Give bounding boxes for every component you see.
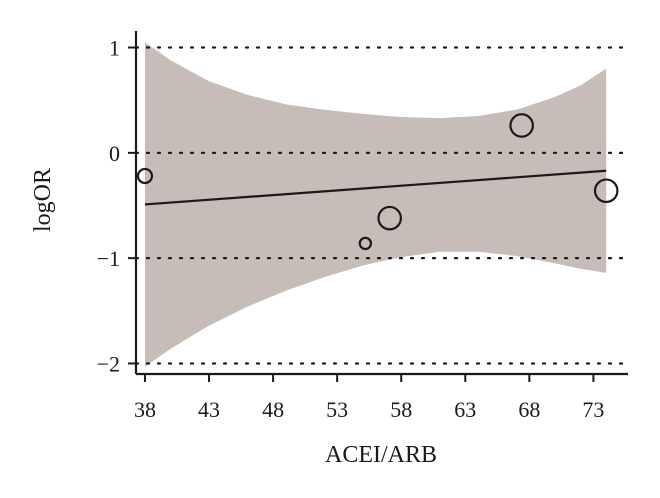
- x-tick-label: 58: [390, 397, 412, 422]
- confidence-band-layer: [145, 42, 607, 367]
- grid-layer: [134, 46, 630, 365]
- data-point: [509, 113, 534, 138]
- x-tick-label: 38: [134, 397, 156, 422]
- x-tick-label: 63: [454, 397, 476, 422]
- fit-line: [144, 169, 607, 206]
- x-tick-label: 48: [262, 397, 284, 422]
- data-point: [377, 205, 402, 231]
- x-tick-label: 73: [582, 397, 604, 422]
- y-tick-layer: 1 0 −1 −2: [97, 36, 136, 376]
- y-axis-title: logOR: [30, 168, 56, 232]
- fit-line-layer: [144, 169, 607, 206]
- data-point: [593, 178, 619, 204]
- x-axis-title: ACEI/ARB: [325, 442, 437, 468]
- x-tick-label: 43: [198, 397, 220, 422]
- y-tick-label: 1: [109, 36, 120, 61]
- confidence-band: [145, 42, 607, 367]
- x-tick-layer: 38 43 48 53 58 63 68 73: [134, 374, 604, 422]
- x-tick-label: 68: [518, 397, 540, 422]
- data-point: [358, 236, 373, 251]
- x-tick-label: 53: [326, 397, 348, 422]
- points-layer: [136, 113, 619, 251]
- data-point: [136, 167, 154, 185]
- y-tick-label: 0: [109, 141, 120, 166]
- y-tick-label: −2: [97, 351, 120, 376]
- y-tick-label: −1: [97, 246, 120, 271]
- axes-layer: [134, 31, 628, 376]
